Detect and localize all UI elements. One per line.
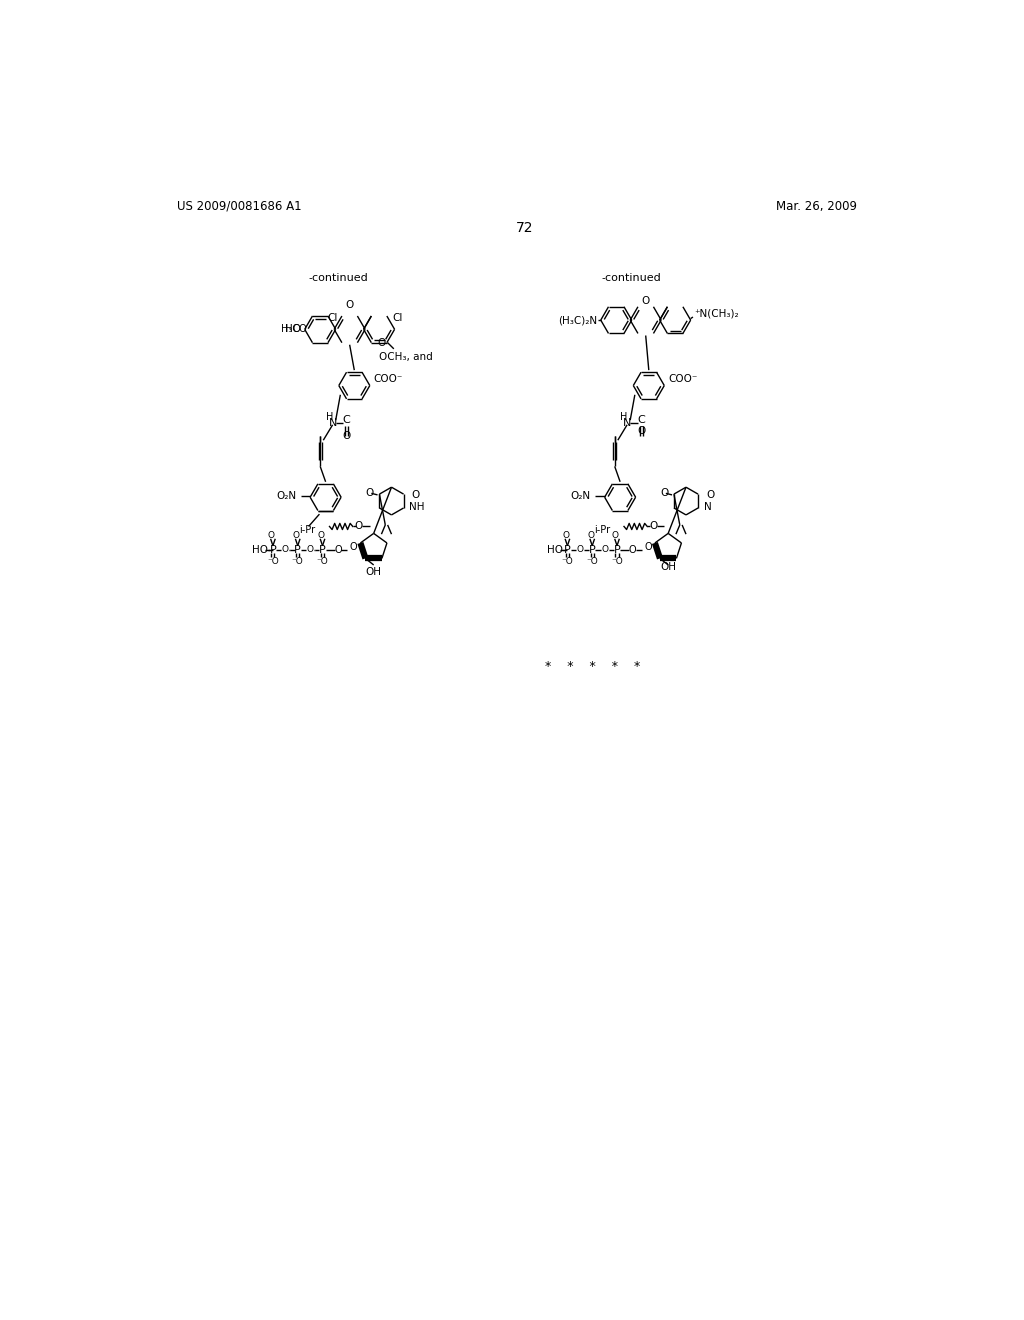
Text: O: O: [642, 296, 650, 306]
Text: O: O: [350, 543, 357, 552]
Text: O: O: [601, 545, 608, 554]
Text: C: C: [637, 416, 645, 425]
Text: ⁻O: ⁻O: [561, 557, 573, 566]
Text: COO⁻: COO⁻: [374, 375, 403, 384]
Text: O: O: [345, 300, 353, 310]
Text: O: O: [659, 488, 669, 499]
Text: Cl: Cl: [392, 313, 402, 323]
Text: HO: HO: [252, 545, 268, 554]
Text: O: O: [355, 521, 364, 532]
Text: O: O: [282, 545, 289, 554]
Text: P: P: [589, 545, 596, 554]
Text: O: O: [334, 545, 342, 554]
Text: O₂N: O₂N: [570, 491, 591, 500]
Text: ⁻O: ⁻O: [292, 557, 303, 566]
Text: ⁻O: ⁻O: [611, 557, 623, 566]
Text: Mar. 26, 2009: Mar. 26, 2009: [775, 199, 856, 213]
Text: ⁻O: ⁻O: [587, 557, 598, 566]
Text: OCH₃, and: OCH₃, and: [379, 352, 433, 362]
Text: P: P: [613, 545, 621, 554]
Text: US 2009/0081686 A1: US 2009/0081686 A1: [177, 199, 301, 213]
Text: P: P: [269, 545, 276, 554]
Text: O: O: [306, 545, 313, 554]
Text: O: O: [293, 531, 300, 540]
Text: O: O: [649, 521, 657, 532]
Text: i-Pr: i-Pr: [594, 524, 610, 535]
Text: O: O: [587, 531, 594, 540]
Text: O: O: [577, 545, 584, 554]
Text: H: H: [326, 412, 333, 422]
Text: ⁺N(CH₃)₂: ⁺N(CH₃)₂: [694, 309, 739, 319]
Text: OH: OH: [660, 562, 676, 573]
Text: 72: 72: [516, 220, 534, 235]
Text: -continued: -continued: [309, 273, 369, 282]
Text: O: O: [629, 545, 636, 554]
Text: C: C: [343, 416, 350, 425]
Text: COO⁻: COO⁻: [669, 375, 697, 384]
Text: P: P: [294, 545, 301, 554]
Text: (H₃C)₂N: (H₃C)₂N: [558, 315, 597, 325]
Text: O: O: [342, 430, 350, 441]
Text: O: O: [707, 490, 715, 500]
Text: OH: OH: [366, 568, 382, 577]
Text: ⁻O: ⁻O: [267, 557, 279, 566]
Text: N: N: [623, 417, 631, 428]
Text: P: P: [319, 545, 326, 554]
Text: O: O: [378, 338, 386, 347]
Text: O₂N: O₂N: [276, 491, 296, 500]
Text: O: O: [644, 543, 652, 552]
Text: H₃CO: H₃CO: [281, 323, 306, 334]
Text: N: N: [703, 502, 712, 512]
Text: *    *    *    *    *: * * * * *: [546, 660, 641, 673]
Text: i-Pr: i-Pr: [299, 524, 315, 535]
Text: HO: HO: [547, 545, 563, 554]
Text: Cl: Cl: [328, 313, 338, 323]
Text: HO: HO: [285, 325, 301, 334]
Text: N: N: [329, 417, 337, 428]
Text: O: O: [412, 490, 420, 500]
Text: O: O: [317, 531, 325, 540]
Text: O: O: [268, 531, 274, 540]
Text: O: O: [562, 531, 569, 540]
Text: ⁻O: ⁻O: [316, 557, 329, 566]
Text: O: O: [612, 531, 618, 540]
Text: O: O: [637, 426, 645, 436]
Text: H: H: [621, 412, 628, 422]
Text: NH: NH: [410, 502, 425, 512]
Text: O: O: [366, 488, 374, 499]
Text: P: P: [564, 545, 570, 554]
Text: -continued: -continued: [602, 273, 662, 282]
